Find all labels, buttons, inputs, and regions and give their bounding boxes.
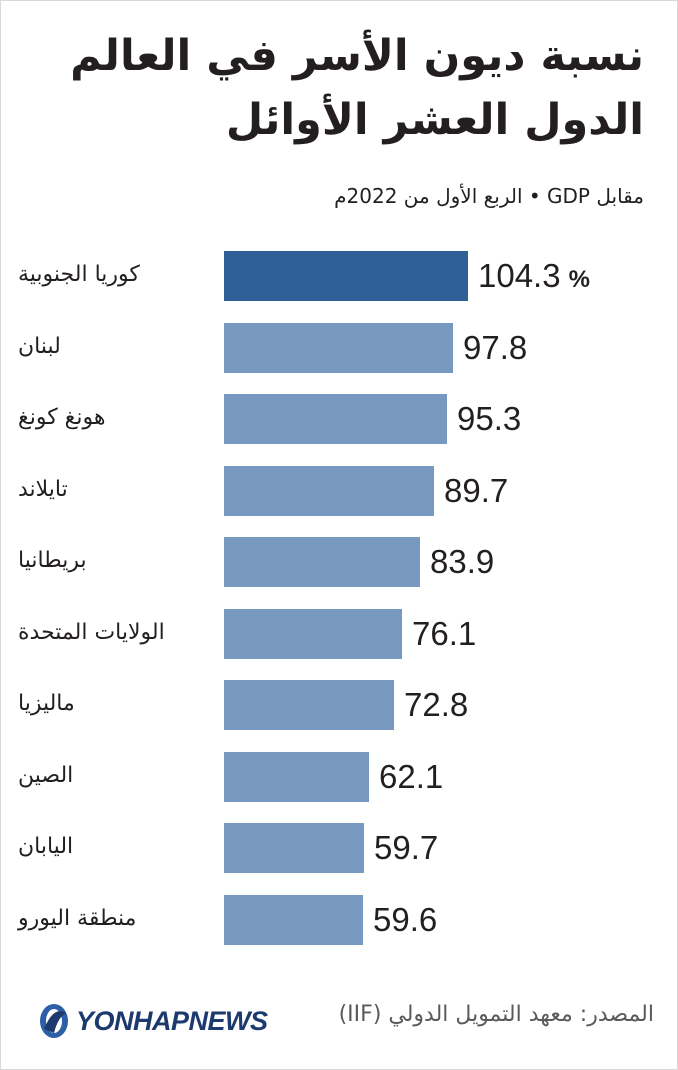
bar [224,609,402,659]
value-number: 59.7 [374,829,439,866]
unit-label: % [568,266,590,293]
yonhap-logo-icon [40,1004,68,1038]
title-line-2: الدول العشر الأوائل [225,95,644,145]
category-label: بريطانيا [18,548,87,573]
category-label: ماليزيا [18,691,75,716]
bar [224,323,453,373]
category-label: منطقة اليورو [18,906,137,931]
value-number: 59.6 [373,901,438,938]
bar [224,537,420,587]
logo-text: YONHAPNEWS [76,1005,268,1036]
value-number: 95.3 [457,400,522,437]
category-label: تايلاند [18,477,68,502]
value-label: 89.7 [444,472,508,510]
value-label: 95.3 [457,400,521,438]
source-note: المصدر: معهد التمويل الدولي (IIF) [338,1002,654,1027]
value-label: 62.1 [379,758,443,796]
category-label: كوريا الجنوبية [18,262,140,287]
category-label: لبنان [18,334,61,359]
value-label: 83.9 [430,543,494,581]
value-number: 72.8 [404,686,469,723]
bar [224,823,364,873]
chart-title: نسبة ديون الأسر في العالم الدول العشر ال… [44,24,644,152]
yonhap-logo: YONHAPNEWS [36,999,268,1043]
value-number: 62.1 [379,758,444,795]
value-label: 97.8 [463,329,527,367]
value-label: 104.3% [478,257,590,295]
category-label: الولايات المتحدة [18,620,165,645]
value-label: 59.6 [373,901,437,939]
category-label: هونغ كونغ [18,405,106,430]
value-label: 76.1 [412,615,476,653]
value-number: 76.1 [412,615,477,652]
bar [224,752,369,802]
bar-chart: كوريا الجنوبية 104.3% لبنان 97.8 هونغ كونغ 95… [0,240,678,960]
bar [224,251,468,301]
value-number: 83.9 [430,543,495,580]
category-label: اليابان [18,834,74,859]
value-number: 89.7 [444,472,509,509]
value-number: 104.3 [478,257,561,294]
value-label: 72.8 [404,686,468,724]
bar [224,394,447,444]
category-label: الصين [18,763,74,788]
bar [224,466,434,516]
value-number: 97.8 [463,329,528,366]
chart-subtitle: مقابل GDP • الربع الأول من 2022م [334,184,644,208]
bar [224,680,394,730]
bar [224,895,363,945]
title-line-1: نسبة ديون الأسر في العالم [70,31,644,81]
value-label: 59.7 [374,829,438,867]
